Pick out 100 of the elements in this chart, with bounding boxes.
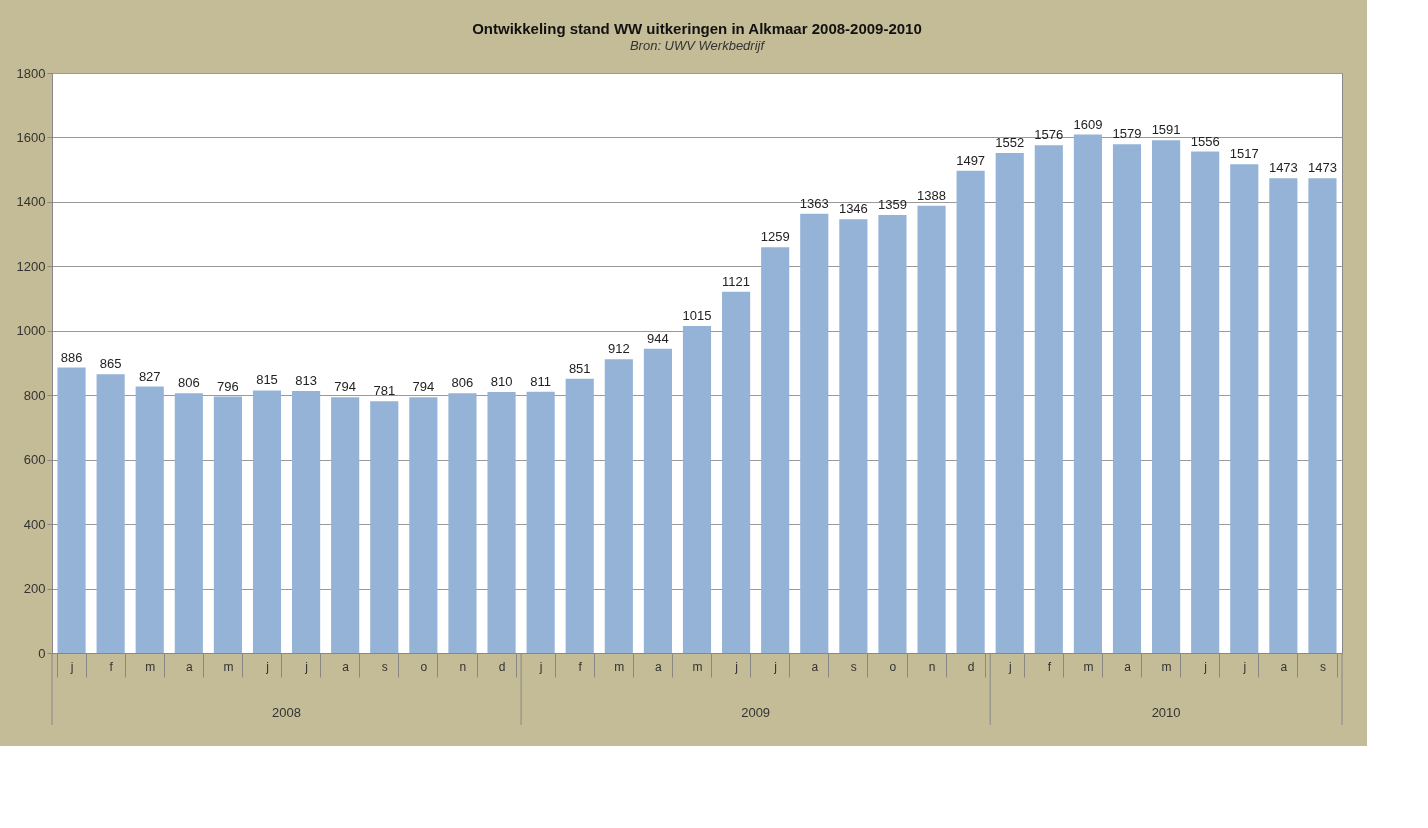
- data-label: 1579: [1112, 126, 1142, 142]
- bar: [1308, 178, 1337, 653]
- x-tick-label: f: [1047, 659, 1052, 674]
- x-tick-label: j: [538, 659, 543, 674]
- bar: [252, 390, 282, 653]
- bar: [682, 325, 712, 653]
- bar: [839, 219, 868, 653]
- data-label: 811: [530, 373, 551, 389]
- x-tick-label: a: [342, 659, 350, 674]
- x-tick-label: a: [185, 659, 193, 674]
- bar: [448, 393, 477, 653]
- bar: [1230, 164, 1259, 653]
- bar: [526, 391, 555, 653]
- data-label: 1576: [1034, 127, 1064, 143]
- y-tick-label: 1600: [16, 129, 46, 145]
- data-label: 1359: [877, 197, 907, 213]
- x-tick-label: j: [1242, 659, 1247, 674]
- x-tick-label: j: [304, 659, 308, 674]
- x-tick-label: j: [265, 659, 269, 674]
- bar: [370, 401, 399, 653]
- data-label: 794: [412, 379, 435, 395]
- chart-title: Ontwikkeling stand WW uitkeringen in Alkmaar 2008-2009-2010: [472, 20, 922, 37]
- bar: [878, 215, 907, 653]
- y-tick-label: 0: [38, 645, 46, 661]
- y-tick-label: 1800: [16, 65, 46, 81]
- data-label: 1363: [799, 195, 829, 211]
- bar: [1112, 144, 1142, 653]
- data-label: 1259: [760, 229, 790, 245]
- text: 2009: [741, 705, 771, 720]
- x-tick-label: o: [889, 659, 897, 674]
- bar: [643, 348, 672, 653]
- data-label: 1015: [682, 307, 712, 323]
- bar: [57, 367, 86, 653]
- x-tick-label: m: [1161, 659, 1172, 674]
- data-label: 1121: [722, 273, 751, 289]
- bar: [487, 392, 516, 653]
- data-label: 806: [177, 375, 200, 391]
- text: 2008: [272, 705, 302, 720]
- x-tick-label: j: [1007, 659, 1012, 674]
- bar: [174, 393, 203, 653]
- bar: [1073, 134, 1102, 653]
- data-label: 827: [138, 368, 161, 384]
- y-tick-label: 1200: [16, 258, 46, 274]
- bar: [1191, 151, 1220, 653]
- chart-subtitle: Bron: UWV Werkbedrijf: [629, 38, 766, 53]
- data-label: 794: [334, 379, 357, 395]
- bar: [761, 247, 790, 653]
- data-label: 813: [295, 373, 317, 389]
- data-label: 912: [607, 341, 630, 357]
- x-tick-label: n: [928, 659, 936, 674]
- bar: [722, 291, 751, 653]
- bar: [1269, 178, 1298, 653]
- bar: [135, 386, 164, 653]
- x-tick-label: f: [109, 659, 114, 674]
- x-tick-label: m: [145, 659, 156, 674]
- y-tick-label: 400: [23, 516, 46, 532]
- x-tick-label: d: [967, 659, 975, 674]
- data-label: 1497: [956, 152, 986, 168]
- bar: [917, 205, 946, 653]
- data-label: 815: [256, 372, 278, 388]
- data-label: 1473: [1307, 160, 1337, 176]
- y-tick-label: 600: [23, 452, 46, 468]
- y-tick-label: 800: [23, 387, 46, 403]
- bar: [604, 359, 633, 653]
- data-label: 1556: [1190, 133, 1220, 149]
- x-tick-label: s: [850, 659, 857, 674]
- x-tick-label: a: [655, 659, 663, 674]
- data-label: 1517: [1229, 146, 1259, 162]
- x-tick-label: s: [1319, 659, 1326, 674]
- data-label: 810: [490, 374, 513, 389]
- y-tick-label: 1000: [16, 323, 46, 339]
- data-label: 886: [60, 349, 83, 365]
- bar: [331, 397, 360, 653]
- x-tick-label: m: [614, 659, 625, 674]
- data-label: 851: [568, 360, 591, 376]
- x-tick-label: s: [381, 659, 388, 674]
- x-tick-label: j: [773, 659, 778, 674]
- data-label: 1346: [838, 201, 868, 217]
- bar: [409, 397, 438, 653]
- y-tick-label: 200: [23, 581, 46, 597]
- data-label: 1473: [1268, 160, 1298, 176]
- bar: [292, 391, 321, 653]
- x-tick-label: j: [69, 659, 74, 674]
- data-label: 781: [373, 383, 396, 399]
- data-label: 1591: [1151, 122, 1181, 138]
- x-tick-label: j: [734, 659, 738, 674]
- x-tick-label: n: [459, 659, 467, 674]
- bar: [96, 374, 125, 653]
- x-tick-label: m: [223, 659, 234, 674]
- x-tick-label: d: [498, 659, 506, 674]
- x-tick-label: a: [811, 659, 819, 674]
- data-label: 865: [99, 356, 122, 372]
- bar: [1034, 145, 1063, 653]
- x-tick-label: o: [420, 659, 428, 674]
- data-label: 806: [451, 375, 474, 391]
- bar: [1152, 140, 1181, 653]
- x-tick-label: m: [1083, 659, 1094, 674]
- text: 2010: [1151, 705, 1181, 720]
- x-tick-label: a: [1280, 659, 1288, 674]
- data-label: 1388: [917, 187, 947, 203]
